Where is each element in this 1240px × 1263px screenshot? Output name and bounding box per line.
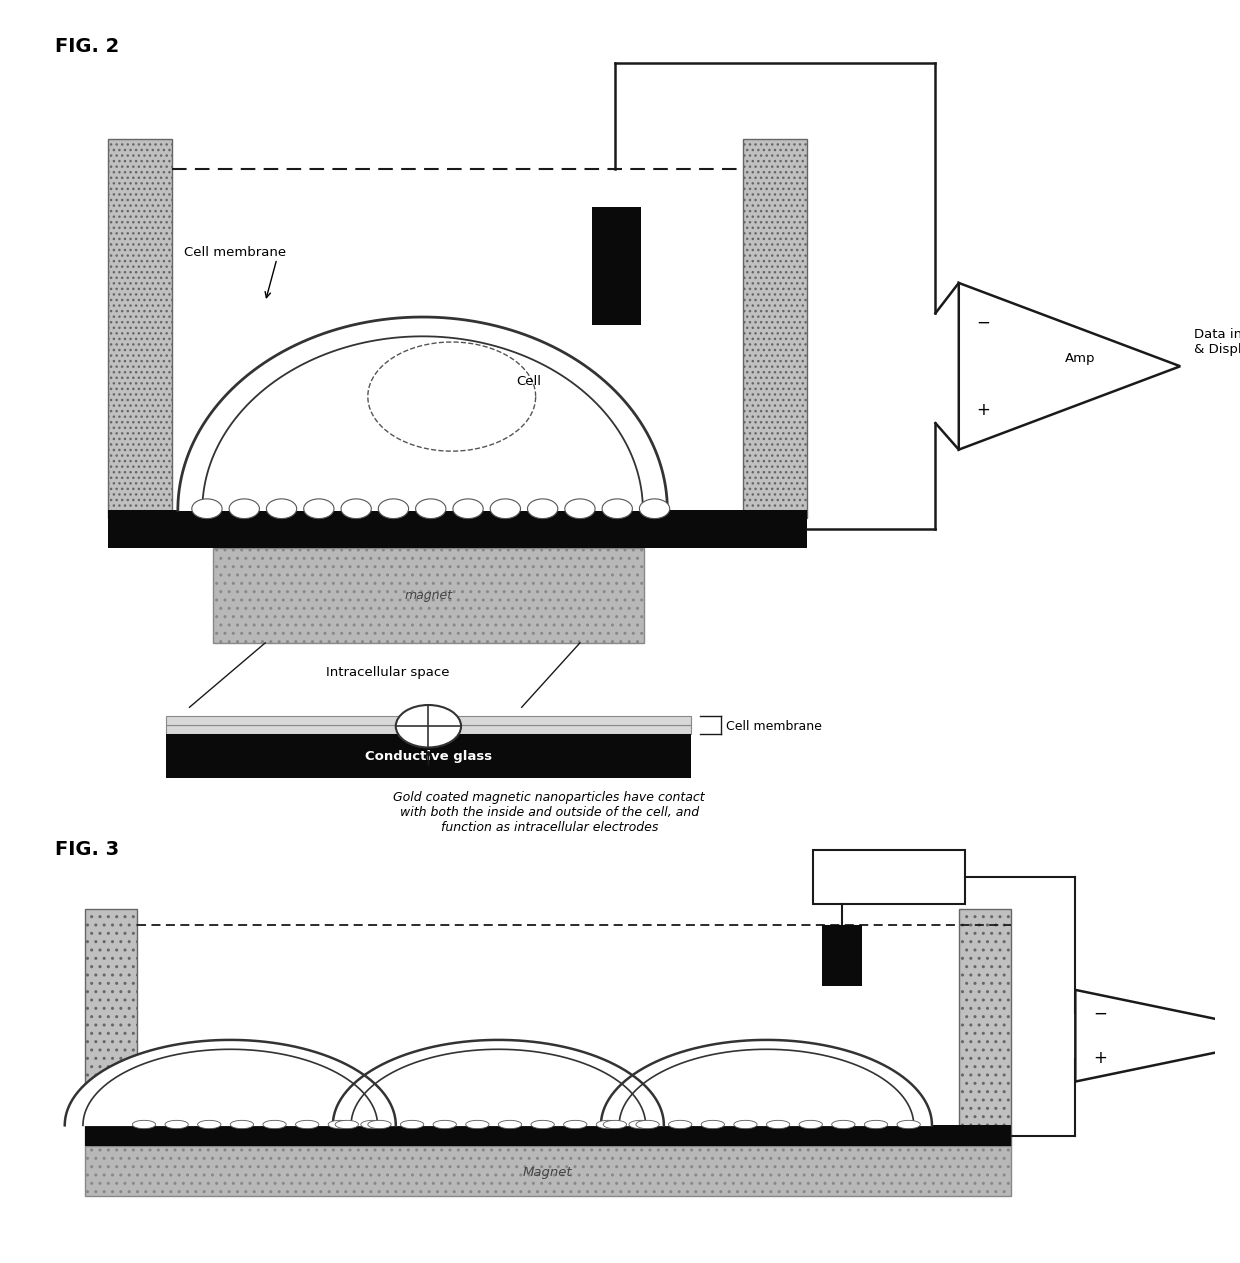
- Circle shape: [229, 499, 259, 519]
- Circle shape: [396, 705, 461, 748]
- Text: Cell membrane: Cell membrane: [725, 720, 822, 734]
- Circle shape: [640, 499, 670, 519]
- Text: Cell membrane: Cell membrane: [184, 246, 285, 259]
- Circle shape: [378, 499, 409, 519]
- Circle shape: [498, 1120, 522, 1129]
- Text: Amp: Amp: [1065, 352, 1096, 365]
- Polygon shape: [1075, 990, 1240, 1081]
- Text: +: +: [976, 400, 990, 418]
- Circle shape: [734, 1120, 758, 1129]
- Circle shape: [701, 1120, 724, 1129]
- Bar: [813, 850, 965, 904]
- Polygon shape: [64, 1039, 396, 1125]
- Text: Cell: Cell: [516, 375, 541, 388]
- Circle shape: [304, 499, 334, 519]
- FancyBboxPatch shape: [84, 908, 138, 1147]
- FancyBboxPatch shape: [743, 139, 807, 518]
- Circle shape: [466, 1120, 489, 1129]
- Circle shape: [897, 1120, 920, 1129]
- Circle shape: [604, 1120, 626, 1129]
- Circle shape: [564, 1120, 587, 1129]
- Bar: [591, 207, 641, 325]
- Circle shape: [192, 499, 222, 519]
- Text: FIG. 2: FIG. 2: [56, 37, 120, 56]
- Text: Magnet: Magnet: [523, 1166, 573, 1178]
- Circle shape: [629, 1120, 652, 1129]
- Circle shape: [636, 1120, 660, 1129]
- Bar: [84, 1125, 1012, 1147]
- Circle shape: [368, 1120, 391, 1129]
- Bar: [108, 510, 807, 548]
- FancyBboxPatch shape: [959, 908, 1012, 1147]
- Circle shape: [401, 1120, 424, 1129]
- Text: Gold coated magnetic nanoparticles have contact
with both the inside and outside: Gold coated magnetic nanoparticles have …: [393, 791, 706, 834]
- Circle shape: [864, 1120, 888, 1129]
- Text: FIG. 3: FIG. 3: [56, 840, 119, 859]
- Bar: [166, 716, 691, 725]
- Circle shape: [295, 1120, 319, 1129]
- Bar: [822, 926, 862, 985]
- Polygon shape: [332, 1039, 663, 1125]
- Circle shape: [527, 499, 558, 519]
- Circle shape: [453, 499, 484, 519]
- Circle shape: [329, 1120, 351, 1129]
- FancyBboxPatch shape: [108, 139, 172, 518]
- Circle shape: [668, 1120, 692, 1129]
- Text: −: −: [1092, 1005, 1106, 1023]
- Circle shape: [415, 499, 446, 519]
- Text: −: −: [976, 314, 990, 332]
- Circle shape: [490, 499, 521, 519]
- Bar: [166, 725, 691, 734]
- Circle shape: [335, 1120, 358, 1129]
- Polygon shape: [601, 1039, 932, 1125]
- Text: Intracellular space: Intracellular space: [326, 666, 449, 678]
- Circle shape: [263, 1120, 286, 1129]
- Circle shape: [596, 1120, 620, 1129]
- Circle shape: [564, 499, 595, 519]
- Polygon shape: [177, 317, 667, 510]
- Text: magnet: magnet: [404, 590, 453, 602]
- Bar: [166, 734, 691, 778]
- Circle shape: [531, 1120, 554, 1129]
- Circle shape: [267, 499, 296, 519]
- Polygon shape: [959, 283, 1180, 450]
- Circle shape: [603, 499, 632, 519]
- Circle shape: [341, 499, 371, 519]
- Circle shape: [133, 1120, 156, 1129]
- Text: +: +: [1092, 1048, 1106, 1067]
- Circle shape: [433, 1120, 456, 1129]
- Circle shape: [197, 1120, 221, 1129]
- FancyBboxPatch shape: [213, 548, 644, 643]
- Circle shape: [766, 1120, 790, 1129]
- Circle shape: [799, 1120, 822, 1129]
- Text: Conductive glass: Conductive glass: [365, 750, 492, 763]
- FancyBboxPatch shape: [84, 1147, 1012, 1196]
- Circle shape: [231, 1120, 254, 1129]
- Circle shape: [165, 1120, 188, 1129]
- Text: Data input
& Display: Data input & Display: [1194, 328, 1240, 356]
- Circle shape: [832, 1120, 856, 1129]
- Circle shape: [361, 1120, 384, 1129]
